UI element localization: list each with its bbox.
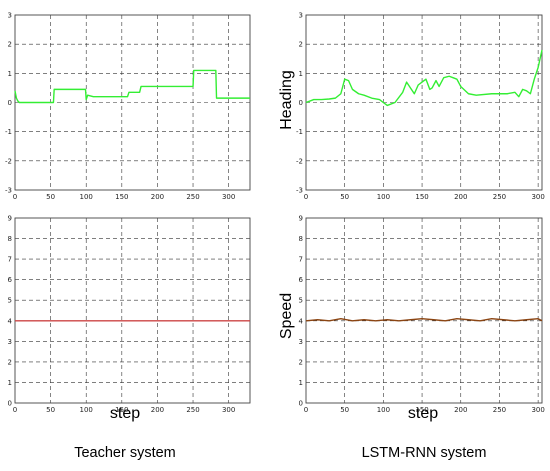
y-tick-label: 0 <box>299 400 303 408</box>
x-tick-label: 100 <box>377 193 390 201</box>
plot-frame <box>14 14 251 191</box>
y-tick-label: 1 <box>299 70 303 78</box>
y-tick-label: -3 <box>5 187 12 195</box>
y-tick-label: 8 <box>299 235 303 243</box>
teacher-step-axis-label: step <box>110 405 140 422</box>
x-tick-label: 200 <box>454 193 467 201</box>
y-tick-label: 6 <box>299 276 304 284</box>
y-tick-label: 1 <box>8 70 12 78</box>
x-tick-label: 0 <box>304 406 308 414</box>
y-tick-label: 8 <box>8 235 12 243</box>
y-tick-label: 3 <box>299 338 303 346</box>
x-tick-label: 100 <box>80 406 93 414</box>
x-tick-label: 50 <box>46 406 55 414</box>
y-tick-label: 3 <box>299 12 303 20</box>
plot-frame <box>14 217 251 404</box>
x-tick-label: 300 <box>222 406 235 414</box>
y-tick-label: -1 <box>296 128 303 136</box>
y-tick-label: -1 <box>5 128 12 136</box>
x-tick-label: 150 <box>115 193 128 201</box>
x-tick-label: 200 <box>151 193 164 201</box>
x-tick-label: 250 <box>493 193 506 201</box>
y-tick-label: 9 <box>299 215 303 223</box>
x-tick-label: 150 <box>415 406 428 414</box>
y-tick-label: 0 <box>299 99 303 107</box>
y-tick-label: 2 <box>299 41 303 49</box>
x-tick-label: 50 <box>46 193 55 201</box>
y-tick-label: 0 <box>8 99 12 107</box>
y-tick-label: 1 <box>299 379 303 387</box>
x-tick-label: 250 <box>186 406 199 414</box>
x-tick-label: 0 <box>304 193 308 201</box>
y-tick-label: 5 <box>8 297 12 305</box>
x-tick-label: 300 <box>531 406 544 414</box>
y-tick-label: 3 <box>8 12 12 20</box>
y-tick-label: -2 <box>5 157 12 165</box>
plot-area <box>15 218 250 403</box>
teacher-system-caption: Teacher system <box>74 445 176 461</box>
x-tick-label: 300 <box>222 193 235 201</box>
x-tick-label: 200 <box>454 406 467 414</box>
y-tick-label: 9 <box>8 215 12 223</box>
y-tick-label: 4 <box>8 317 13 325</box>
plot-area <box>306 218 542 403</box>
x-tick-label: 100 <box>377 406 390 414</box>
series-line <box>305 49 543 107</box>
x-tick-label: 0 <box>13 406 17 414</box>
y-tick-label: 5 <box>299 297 303 305</box>
x-tick-label: 250 <box>493 406 506 414</box>
x-tick-label: 50 <box>340 193 349 201</box>
y-tick-label: -3 <box>296 187 303 195</box>
x-tick-label: 0 <box>13 193 17 201</box>
lstm-system-caption: LSTM-RNN system <box>362 445 487 461</box>
speed-axis-label: Speed <box>278 293 295 339</box>
series-line <box>305 318 543 322</box>
x-tick-label: 150 <box>415 193 428 201</box>
plot-frame <box>305 217 543 404</box>
y-tick-label: 3 <box>8 338 12 346</box>
x-tick-label: 300 <box>531 193 544 201</box>
y-tick-label: 4 <box>299 317 304 325</box>
y-tick-label: 0 <box>8 400 12 408</box>
y-tick-label: 7 <box>8 256 12 264</box>
x-tick-label: 200 <box>151 406 164 414</box>
heading-axis-label: Heading <box>278 70 295 130</box>
plot-area <box>15 15 250 190</box>
y-tick-label: 6 <box>8 276 13 284</box>
y-tick-label: 2 <box>8 358 12 366</box>
y-tick-label: 1 <box>8 379 12 387</box>
series-line <box>14 69 250 104</box>
x-tick-label: 150 <box>115 406 128 414</box>
y-tick-label: 2 <box>299 358 303 366</box>
lstm-step-axis-label: step <box>408 405 438 422</box>
y-tick-label: -2 <box>296 157 303 165</box>
x-tick-label: 100 <box>80 193 93 201</box>
x-tick-label: 250 <box>186 193 199 201</box>
x-tick-label: 50 <box>340 406 349 414</box>
y-tick-label: 7 <box>299 256 303 264</box>
y-tick-label: 2 <box>8 41 12 49</box>
